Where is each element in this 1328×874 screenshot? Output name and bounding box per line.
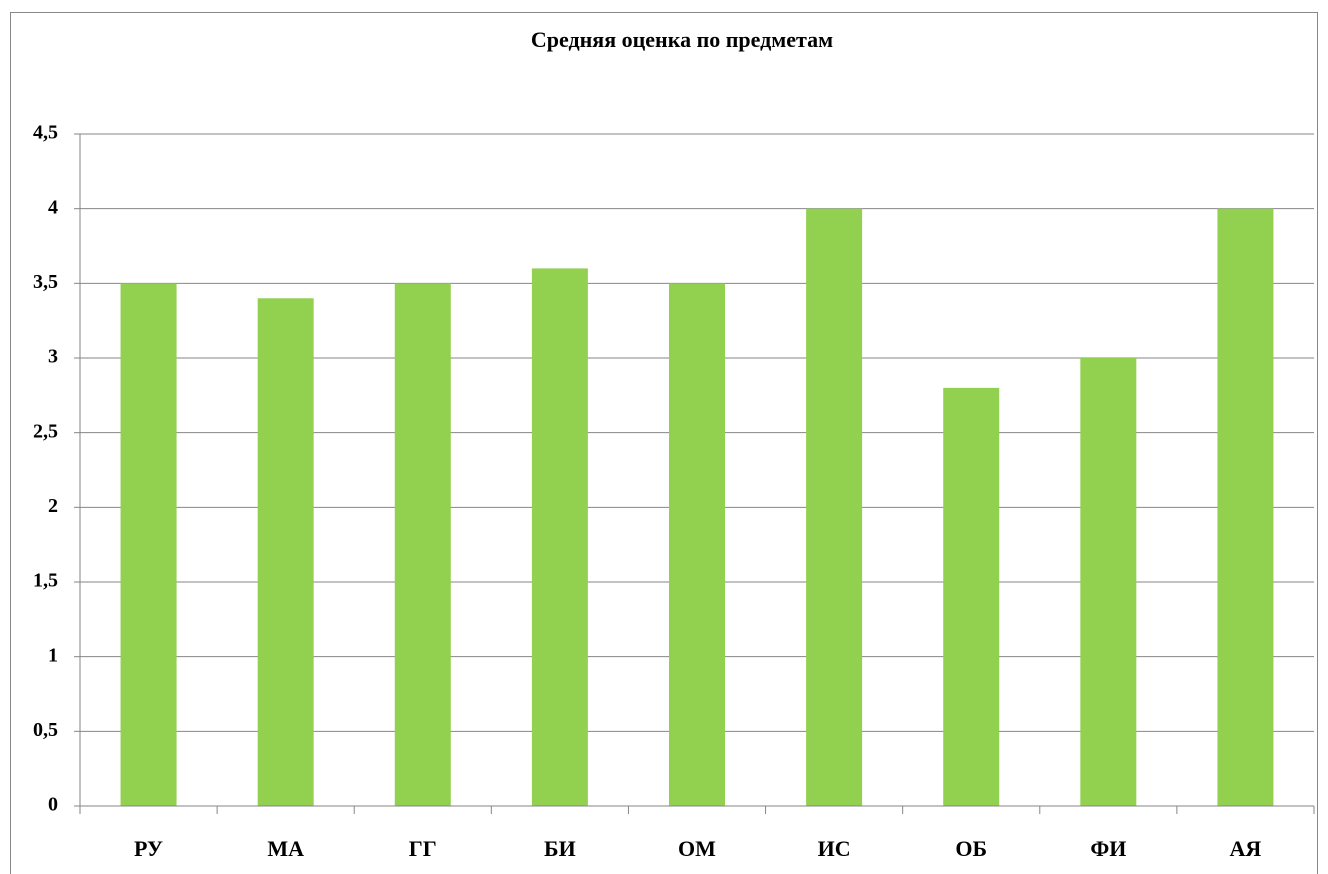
x-tick-label: БИ [544, 836, 576, 861]
x-tick-label: МА [267, 836, 304, 861]
x-tick-label: ГГ [409, 836, 437, 861]
bar [1080, 358, 1137, 806]
y-tick-label: 0,5 [33, 719, 58, 741]
x-tick-label: ОБ [955, 836, 987, 861]
x-tick-label: РУ [134, 836, 163, 861]
y-tick-label: 3,5 [33, 271, 58, 293]
x-tick-label: АЯ [1230, 836, 1262, 861]
chart-title: Средняя оценка по предметам [531, 27, 833, 52]
bar [531, 268, 588, 806]
bar [943, 387, 1000, 806]
bar [120, 283, 177, 806]
y-tick-label: 3 [48, 346, 58, 368]
bar [394, 283, 451, 806]
bar [669, 283, 725, 806]
y-tick-label: 1,5 [33, 570, 58, 592]
y-tick-label: 2,5 [33, 420, 58, 442]
bar [806, 208, 863, 806]
bar [1217, 208, 1274, 806]
x-tick-label: ФИ [1090, 836, 1126, 861]
y-tick-label: 4,5 [33, 122, 58, 144]
y-tick-label: 4 [48, 196, 58, 218]
bar [257, 298, 314, 806]
y-tick-label: 1 [48, 644, 58, 666]
x-tick-label: ОМ [678, 836, 716, 861]
y-tick-label: 2 [48, 495, 58, 517]
x-tick-label: ИС [818, 836, 851, 861]
y-tick-label: 0 [48, 794, 58, 816]
